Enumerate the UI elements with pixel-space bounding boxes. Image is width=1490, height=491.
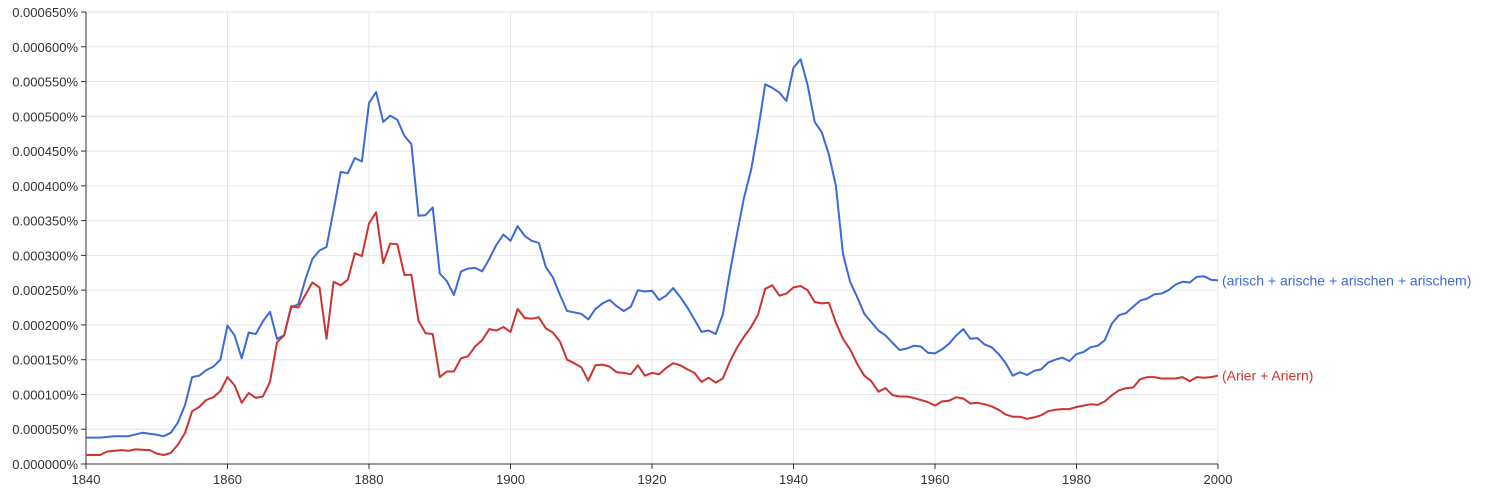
y-tick-label: 0.000450% — [12, 144, 78, 159]
y-tick-label: 0.000350% — [12, 214, 78, 229]
x-tick-label: 1960 — [921, 472, 950, 487]
series-line-2[interactable] — [86, 211, 1219, 456]
y-tick-label: 0.000300% — [12, 248, 78, 263]
x-tick-label: 1940 — [779, 472, 808, 487]
y-tick-label: 0.000600% — [12, 40, 78, 55]
y-tick-label: 0.000100% — [12, 387, 78, 402]
y-tick-label: 0.000550% — [12, 75, 78, 90]
y-tick-label: 0.000400% — [12, 179, 78, 194]
x-tick-label: 1920 — [638, 472, 667, 487]
y-tick-label: 0.000200% — [12, 318, 78, 333]
y-tick-label: 0.000050% — [12, 422, 78, 437]
x-tick-label: 1880 — [355, 472, 384, 487]
x-tick-label: 2000 — [1204, 472, 1233, 487]
y-tick-label: 0.000150% — [12, 353, 78, 368]
y-tick-label: 0.000650% — [12, 5, 78, 20]
y-tick-label: 0.000000% — [12, 457, 78, 472]
x-tick-label: 1840 — [72, 472, 101, 487]
series-label-2[interactable]: (Arier + Ariern) — [1222, 368, 1313, 384]
series-lines — [86, 58, 1219, 456]
x-tick-label: 1980 — [1062, 472, 1091, 487]
series-line-1[interactable] — [86, 58, 1219, 439]
x-tick-label: 1900 — [496, 472, 525, 487]
series-label-1[interactable]: (arisch + arische + arischen + arischem) — [1222, 272, 1471, 288]
series-labels: (arisch + arische + arischen + arischem)… — [1222, 272, 1471, 383]
x-tick-label: 1860 — [213, 472, 242, 487]
y-tick-label: 0.000500% — [12, 109, 78, 124]
tick-labels: 0.000000% 0.000050% 0.000100% 0.000150% 0.00… — [12, 5, 1232, 487]
y-tick-label: 0.000250% — [12, 283, 78, 298]
grid-lines — [86, 11, 1219, 464]
